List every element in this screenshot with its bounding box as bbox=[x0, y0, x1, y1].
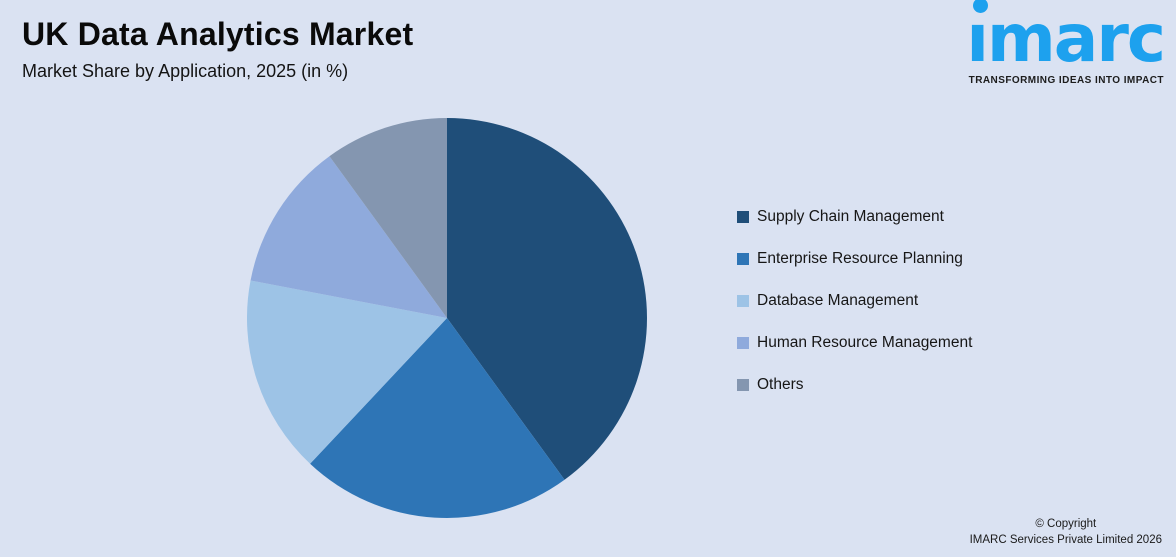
legend-label: Others bbox=[757, 376, 804, 393]
legend-item-1: Enterprise Resource Planning bbox=[737, 248, 972, 270]
pie-chart bbox=[247, 118, 647, 518]
legend-label: Enterprise Resource Planning bbox=[757, 250, 963, 267]
legend-item-3: Human Resource Management bbox=[737, 332, 972, 354]
legend-marker-icon bbox=[737, 253, 749, 265]
pie-slice-2 bbox=[247, 280, 447, 464]
chart-header: UK Data Analytics Market Market Share by… bbox=[22, 16, 413, 82]
legend-marker-icon bbox=[737, 379, 749, 391]
imarc-logo: ımarc TRANSFORMING IDEAS INTO IMPACT bbox=[934, 0, 1166, 86]
imarc-logo-mark: ımarc bbox=[966, 0, 1166, 72]
copyright-line1: © Copyright bbox=[1035, 517, 1097, 530]
pie-slice-0 bbox=[447, 118, 647, 480]
chart-title: UK Data Analytics Market bbox=[22, 16, 414, 52]
legend-label: Database Management bbox=[757, 292, 919, 309]
legend-marker-icon bbox=[737, 295, 749, 307]
pie-slice-3 bbox=[250, 156, 447, 318]
pie-chart-svg bbox=[247, 118, 647, 518]
chart-legend: Supply Chain Management Enterprise Resour… bbox=[737, 206, 972, 396]
chart-subtitle: Market Share by Application, 2025 (in %) bbox=[22, 61, 349, 81]
legend-marker-icon bbox=[737, 211, 749, 223]
imarc-logo-text: ımarc bbox=[966, 0, 1166, 77]
legend-item-4: Others bbox=[737, 374, 972, 396]
copyright: © Copyright IMARC Services Private Limit… bbox=[970, 516, 1162, 549]
imarc-logo-dot-icon bbox=[973, 0, 989, 13]
copyright-line2: IMARC Services Private Limited 2026 bbox=[969, 534, 1162, 547]
legend-item-0: Supply Chain Management bbox=[737, 206, 972, 228]
pie-slice-1 bbox=[310, 318, 565, 518]
legend-label: Supply Chain Management bbox=[757, 208, 944, 225]
legend-item-2: Database Management bbox=[737, 290, 972, 312]
pie-slice-4 bbox=[329, 118, 447, 318]
legend-marker-icon bbox=[737, 337, 749, 349]
legend-label: Human Resource Management bbox=[757, 334, 973, 351]
imarc-logo-tagline: TRANSFORMING IDEAS INTO IMPACT bbox=[968, 75, 1164, 86]
